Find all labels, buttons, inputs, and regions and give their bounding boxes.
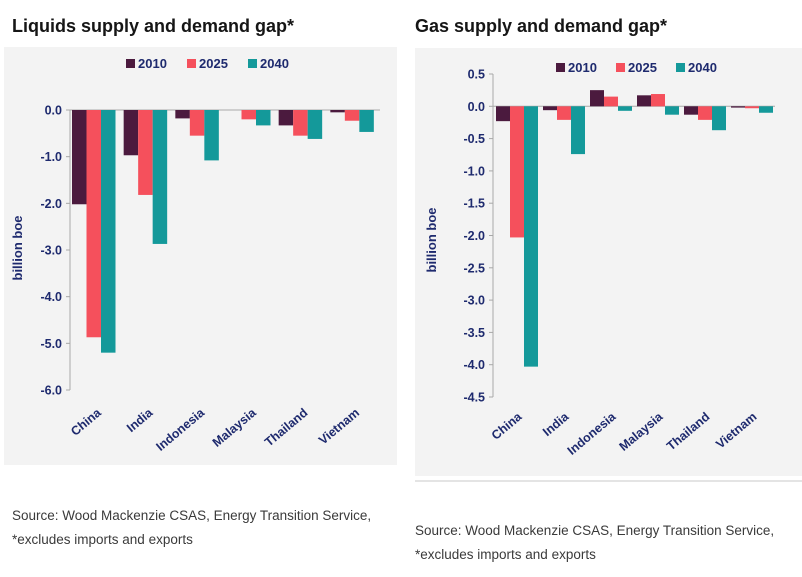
gas-y-tick-label: -4.0	[463, 358, 485, 372]
gas-y-tick-label: 0.0	[468, 100, 485, 114]
gas-source-line: Source: Wood Mackenzie CSAS, Energy Tran…	[415, 523, 775, 538]
gas-source-note: Source: Wood Mackenzie CSAS, Energy Tran…	[415, 519, 774, 567]
liquids-bar-2040-indonesia	[204, 110, 219, 161]
liquids-legend-swatch-2025	[187, 59, 196, 68]
liquids-y-tick-label: 0.0	[45, 104, 62, 118]
gas-category-label: Vietnam	[713, 410, 759, 452]
gas-bar-2040-indonesia	[618, 106, 632, 111]
liquids-category-label: China	[68, 405, 104, 439]
gas-bar-2025-thailand	[698, 106, 712, 120]
liquids-chart-panel: Liquids supply and demand gap* 0.0 -1.0 -2…	[0, 0, 397, 577]
gas-footnote-line: *excludes imports and exports	[415, 547, 596, 562]
liquids-bar-2010-thailand	[278, 110, 294, 126]
gas-category-label: Indonesia	[565, 409, 619, 458]
liquids-bar-2025-vietnam	[344, 110, 360, 121]
gas-bar-2010-thailand	[684, 106, 698, 115]
liquids-category-label: Indonesia	[153, 405, 207, 454]
gas-y-axis-title: billion boe	[424, 208, 439, 273]
gas-bar-2010-india	[543, 106, 557, 111]
gas-legend-swatch-2010	[556, 63, 565, 72]
liquids-source-line: Source: Wood Mackenzie CSAS, Energy Tran…	[12, 508, 372, 523]
liquids-y-tick-label: -6.0	[40, 384, 62, 398]
liquids-category-label: Vietnam	[316, 406, 362, 448]
gas-y-tick-label: 0.5	[468, 68, 485, 82]
liquids-legend-label-2010: 2010	[138, 56, 167, 71]
gas-chart-title: Gas supply and demand gap*	[415, 16, 668, 36]
gas-bar-2040-india	[571, 106, 585, 155]
gas-bar-2025-india	[557, 106, 571, 120]
gas-bar-2010-malaysia	[637, 95, 651, 107]
liquids-y-tick-label: -1.0	[40, 150, 62, 164]
gas-y-tick-label: -3.0	[463, 294, 485, 308]
gas-bar-2025-indonesia	[604, 96, 618, 107]
gas-category-label: China	[489, 409, 525, 443]
liquids-legend-swatch-2040	[248, 59, 257, 68]
gas-legend-label-2025: 2025	[628, 60, 657, 75]
liquids-bar-2040-china	[101, 110, 116, 353]
gas-bar-2040-china	[524, 106, 538, 367]
liquids-bar-2010-china	[72, 110, 87, 205]
gas-category-label: Thailand	[664, 410, 712, 454]
gas-bar-2010-indonesia	[590, 90, 604, 107]
liquids-footnote-line: *excludes imports and exports	[12, 532, 193, 547]
liquids-bar-2010-indonesia	[175, 110, 190, 119]
gas-panel-divider	[415, 480, 802, 482]
gas-legend-label-2010: 2010	[568, 60, 597, 75]
liquids-bar-2040-vietnam	[359, 110, 374, 132]
gas-y-tick-label: -2.5	[463, 261, 485, 275]
liquids-category-label: Thailand	[262, 406, 310, 450]
liquids-y-tick-label: -5.0	[40, 337, 62, 351]
liquids-chart-title: Liquids supply and demand gap*	[12, 16, 295, 36]
liquids-source-note: Source: Wood Mackenzie CSAS, Energy Tran…	[12, 504, 371, 552]
gas-bar-2010-vietnam	[731, 106, 745, 108]
liquids-legend-label-2040: 2040	[260, 56, 289, 71]
gas-bar-2025-malaysia	[651, 94, 665, 107]
gas-y-tick-label: -1.0	[463, 164, 485, 178]
liquids-legend-label-2025: 2025	[199, 56, 228, 71]
gas-bar-2040-malaysia	[665, 106, 679, 115]
liquids-bar-2025-indonesia	[189, 110, 205, 136]
gas-legend-swatch-2040	[676, 63, 685, 72]
gas-chart-panel: Gas supply and demand gap* 0.5 0.0 -0.5 -1.…	[403, 0, 802, 577]
gas-y-tick-label: -2.0	[463, 229, 485, 243]
liquids-bar-2010-india	[123, 110, 139, 156]
gas-legend-swatch-2025	[616, 63, 625, 72]
gas-plot-background	[415, 48, 802, 476]
liquids-category-label: Malaysia	[210, 405, 260, 450]
liquids-chart: 0.0 -1.0 -2.0 -3.0 -4.0 -5.0 -6.0 China IndiaInd…	[10, 56, 380, 454]
gas-y-tick-label: -4.5	[463, 391, 485, 405]
liquids-bar-2040-india	[152, 110, 168, 244]
liquids-legend-swatch-2010	[126, 59, 135, 68]
liquids-bar-2025-india	[138, 110, 153, 195]
gas-bar-2025-vietnam	[745, 106, 759, 109]
liquids-bar-2040-malaysia	[256, 110, 271, 126]
gas-bar-2040-vietnam	[759, 106, 773, 113]
gas-y-tick-label: -3.5	[463, 326, 485, 340]
liquids-y-tick-label: -4.0	[40, 290, 62, 304]
liquids-bar-2010-vietnam	[330, 110, 345, 113]
gas-bar-2025-china	[510, 106, 524, 238]
gas-category-label: India	[540, 409, 572, 439]
liquids-y-tick-label: -2.0	[40, 197, 62, 211]
liquids-bar-2025-malaysia	[241, 110, 256, 120]
liquids-category-label: India	[124, 405, 156, 435]
liquids-y-axis-title: billion boe	[10, 216, 25, 281]
gas-y-tick-label: -0.5	[463, 132, 485, 146]
gas-bar-2040-thailand	[712, 106, 726, 131]
gas-y-tick-label: -1.5	[463, 197, 485, 211]
liquids-y-tick-label: -3.0	[40, 244, 62, 258]
gas-category-label: Malaysia	[616, 409, 666, 454]
gas-legend-label-2040: 2040	[688, 60, 717, 75]
liquids-bar-2025-china	[86, 110, 101, 338]
liquids-bar-2040-thailand	[307, 110, 323, 139]
gas-chart: 0.5 0.0 -0.5 -1.0 -1.5 -2.0 -2.5 -3.0 -3.5 -4.0 -4…	[424, 60, 775, 458]
liquids-bar-2025-thailand	[293, 110, 308, 136]
gas-bar-2010-china	[496, 106, 510, 122]
